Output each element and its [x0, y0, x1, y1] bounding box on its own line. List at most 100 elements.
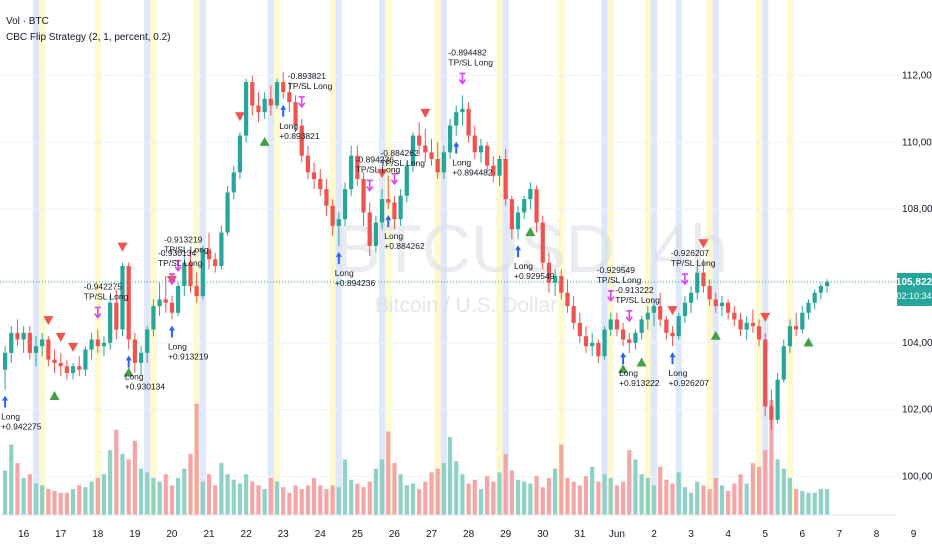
volume-bar: [336, 487, 341, 515]
volume-bar: [571, 481, 576, 515]
marker-down: [55, 332, 66, 342]
session-band: [558, 0, 565, 515]
volume-bar: [472, 479, 477, 515]
candle-body: [330, 205, 335, 226]
volume-bar: [800, 490, 805, 515]
candle-body: [688, 292, 694, 303]
candle-body: [590, 342, 595, 347]
x-tick-label: 4: [725, 529, 731, 540]
session-band: [267, 0, 274, 515]
volume-bar: [305, 485, 311, 515]
long-signal-label: Long: [335, 268, 354, 278]
x-tick-label: 24: [315, 529, 327, 540]
candle-body: [824, 281, 830, 287]
marker-down: [667, 306, 678, 316]
volume-bar: [206, 474, 212, 515]
signal-labels: Long+0.942275Long+0.930134Long+0.913219L…: [1, 47, 716, 431]
volume-bar: [64, 492, 69, 515]
volume-bar: [756, 466, 762, 515]
volume-bar: [565, 477, 570, 515]
session-band: [650, 0, 658, 515]
session-band: [762, 0, 769, 515]
x-tick-label: 9: [911, 529, 917, 540]
marker-down: [234, 112, 245, 122]
exit-signal-label: -0.930134: [158, 248, 197, 258]
candle-body: [145, 329, 150, 353]
long-signal-label: Long: [514, 261, 533, 271]
candle-body: [664, 319, 669, 333]
volume-bar: [515, 479, 521, 515]
long-arrow: [669, 352, 676, 365]
volume-bar: [410, 483, 416, 515]
candle-body: [188, 262, 193, 287]
volume-bar: [367, 481, 372, 515]
volume-bar: [608, 477, 613, 515]
volume-bar: [466, 483, 471, 515]
candle-body: [812, 292, 817, 303]
candle-body: [738, 319, 743, 330]
marker-down: [760, 312, 771, 322]
candle-body: [15, 332, 20, 340]
candle-body: [614, 319, 620, 330]
volume-bar: [373, 468, 378, 515]
volume-bar: [101, 474, 107, 515]
y-tick-label: 104,000: [902, 338, 932, 349]
volume-bar: [540, 487, 545, 515]
volume-bar: [429, 472, 434, 515]
indicator-legend: Vol · BTC CBC Flip Strategy (2, 1, percen…: [6, 16, 171, 43]
candle-body: [682, 302, 687, 317]
candle-body: [577, 322, 582, 337]
candle-body: [756, 326, 762, 340]
volume-bar: [33, 483, 39, 515]
long-arrow: [515, 245, 522, 258]
candle-body: [219, 232, 224, 266]
session-band: [378, 0, 386, 515]
volume-bar: [225, 474, 230, 515]
volume-bar: [342, 459, 348, 515]
volume-bar: [398, 474, 403, 515]
marker-down: [377, 169, 388, 179]
candle-body: [349, 155, 354, 190]
x-tick-label: 31: [574, 529, 586, 540]
candle-body: [293, 102, 298, 126]
long-signal-label: Long: [619, 368, 638, 378]
volume-bar: [244, 474, 249, 515]
candle-body: [64, 366, 69, 373]
long-signal-label: +0.913219: [168, 351, 209, 361]
candle-body: [775, 379, 780, 420]
session-band: [39, 0, 46, 515]
candle-body: [818, 286, 823, 293]
volume-bar: [404, 485, 409, 515]
volume-bar: [577, 485, 582, 515]
candle-body: [237, 135, 243, 173]
volume-bar: [460, 474, 465, 515]
marker-up: [803, 337, 814, 347]
volume-bar: [719, 485, 725, 515]
volume-bar: [132, 440, 137, 515]
exit-signal-label: -0.942275: [84, 281, 123, 291]
long-signal-label: +0.894236: [335, 278, 376, 288]
long-signal-label: +0.929549: [514, 271, 555, 281]
candle-body: [695, 272, 700, 293]
x-tick-label: 28: [463, 529, 475, 540]
watermark-description: Bitcoin / U.S. Dollar: [375, 294, 557, 317]
volume-bar: [553, 468, 558, 515]
marker-up: [636, 357, 647, 367]
candle-body: [800, 312, 805, 330]
volume-bar: [695, 481, 700, 515]
x-tick-label: 20: [166, 529, 178, 540]
x-tick-label: 25: [352, 529, 364, 540]
long-signal-label: +0.926207: [669, 378, 710, 388]
volume-bar: [287, 492, 292, 515]
volume-bar: [732, 483, 737, 515]
exit-signal-label: TP/SL Long: [615, 295, 660, 305]
candle-body: [435, 158, 440, 173]
candle-body: [596, 342, 601, 357]
candle-body: [441, 152, 446, 173]
candle-body: [676, 316, 681, 337]
long-arrow: [335, 251, 342, 264]
candle-body: [367, 212, 372, 246]
marker-up: [123, 367, 134, 377]
